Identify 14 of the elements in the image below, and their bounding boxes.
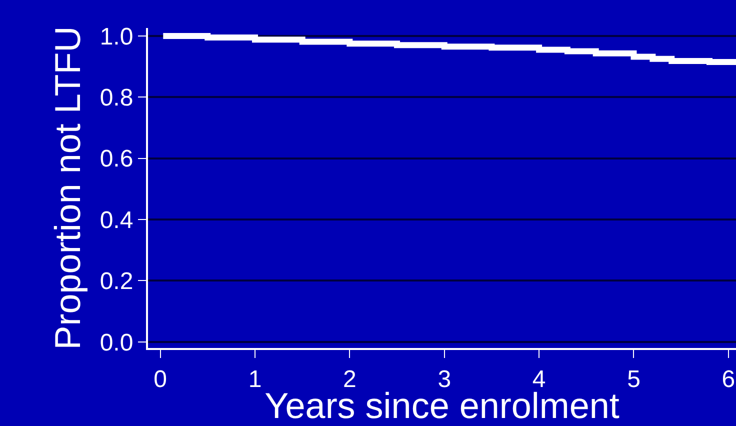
x-tick-label: 6 (722, 366, 736, 393)
x-tick-label: 0 (154, 366, 167, 393)
x-tick-label: 4 (532, 366, 546, 393)
x-tick-label: 3 (438, 366, 452, 393)
x-tick-label: 2 (343, 366, 356, 393)
y-axis-title: Proportion not LTFU (47, 26, 88, 350)
x-tick-label: 5 (627, 366, 640, 393)
x-tick-label: 1 (248, 366, 262, 393)
y-tick-label: 0.8 (100, 84, 134, 112)
y-tick-label: 0.2 (100, 268, 134, 296)
y-tick-label: 0.6 (100, 146, 134, 173)
y-tick-label: 1.0 (100, 23, 134, 50)
y-tick-label: 0.4 (100, 206, 134, 234)
y-tick-label: 0.0 (100, 329, 134, 356)
